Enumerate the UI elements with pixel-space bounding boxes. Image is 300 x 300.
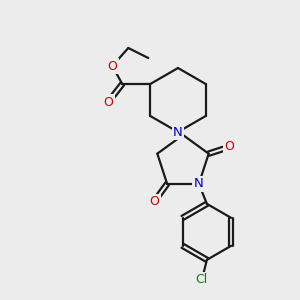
Text: O: O: [149, 195, 159, 208]
Text: N: N: [194, 177, 204, 190]
Text: O: O: [225, 140, 235, 153]
Text: O: O: [103, 95, 113, 109]
Text: N: N: [173, 125, 183, 139]
Text: O: O: [107, 59, 117, 73]
Text: Cl: Cl: [196, 273, 208, 286]
